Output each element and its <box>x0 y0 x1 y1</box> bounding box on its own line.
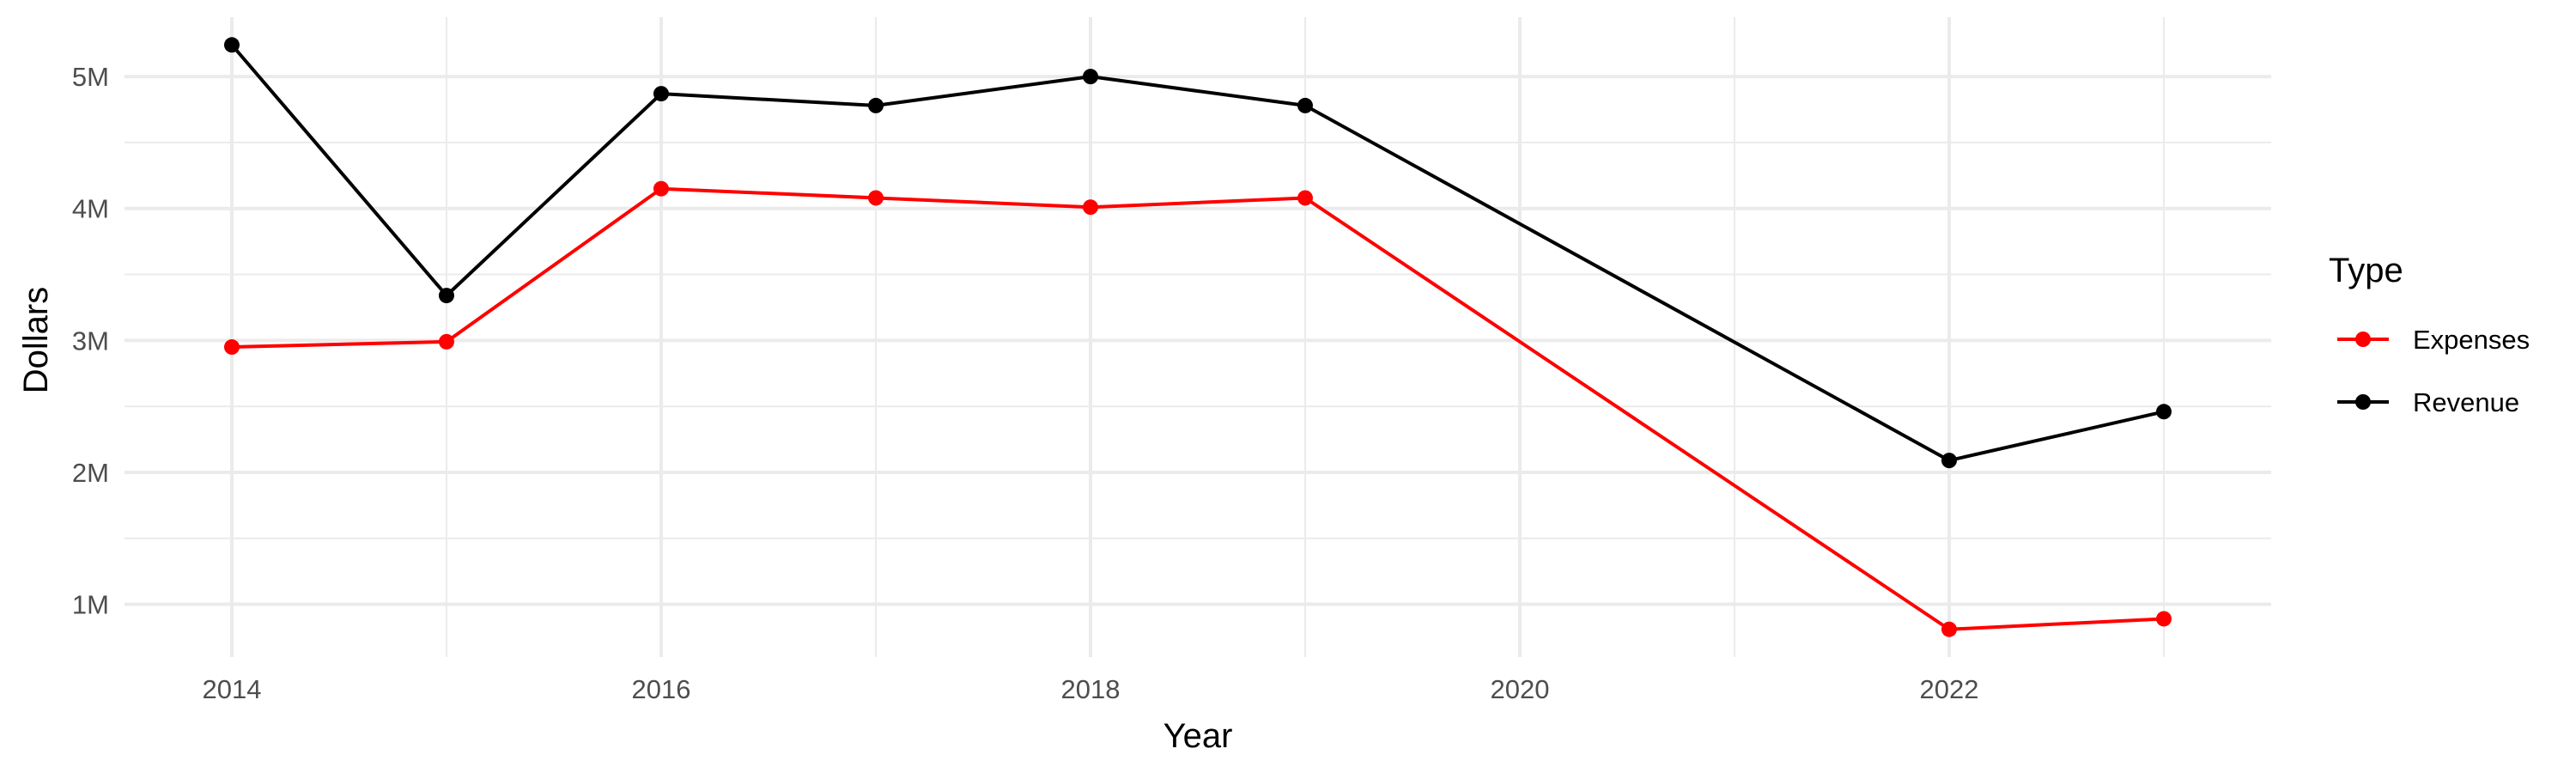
y-axis-ticks: 1M 2M 3M 4M 5M <box>72 62 109 619</box>
y-tick-label: 4M <box>72 194 109 224</box>
series-revenue <box>224 37 2172 469</box>
data-point-expenses <box>1083 199 1098 216</box>
data-point-revenue <box>1297 97 1313 113</box>
x-tick-label: 2022 <box>1920 674 1979 704</box>
grid <box>125 17 2271 657</box>
x-tick-label: 2014 <box>203 674 262 704</box>
legend-item-revenue: Revenue <box>2337 387 2519 417</box>
y-tick-label: 3M <box>72 326 109 356</box>
y-axis-title: Dollars <box>17 287 55 393</box>
y-tick-label: 2M <box>72 458 109 488</box>
legend: Type Expenses Revenue <box>2329 252 2530 417</box>
legend-key-point <box>2355 332 2371 347</box>
data-point-expenses <box>224 339 240 356</box>
data-point-expenses <box>653 180 669 197</box>
data-point-expenses <box>439 333 454 350</box>
data-point-revenue <box>653 86 669 102</box>
legend-label: Revenue <box>2413 387 2519 417</box>
series-line-revenue <box>230 43 2165 463</box>
x-axis-ticks: 2014 2016 2018 2020 2022 <box>203 674 1979 704</box>
data-point-expenses <box>1297 190 1313 206</box>
y-tick-label: 5M <box>72 62 109 92</box>
x-tick-label: 2016 <box>632 674 691 704</box>
legend-label: Expenses <box>2413 325 2530 355</box>
legend-title: Type <box>2329 252 2403 289</box>
series-expenses <box>224 180 2172 637</box>
x-tick-label: 2018 <box>1061 674 1121 704</box>
data-point-expenses <box>868 190 884 206</box>
legend-item-expenses: Expenses <box>2337 325 2530 355</box>
data-point-revenue <box>1941 453 1957 469</box>
data-point-expenses <box>2156 611 2172 627</box>
data-point-revenue <box>868 97 884 113</box>
data-point-revenue <box>224 37 240 53</box>
data-point-revenue <box>2156 404 2172 420</box>
legend-key-point <box>2355 394 2371 410</box>
x-tick-label: 2020 <box>1491 674 1550 704</box>
series-layer <box>224 37 2172 637</box>
data-point-revenue <box>1083 69 1098 85</box>
series-line-expenses <box>231 186 2165 631</box>
x-axis-title: Year <box>1163 717 1233 755</box>
data-point-expenses <box>1941 621 1957 637</box>
y-tick-label: 1M <box>72 590 109 620</box>
data-point-revenue <box>439 288 454 304</box>
